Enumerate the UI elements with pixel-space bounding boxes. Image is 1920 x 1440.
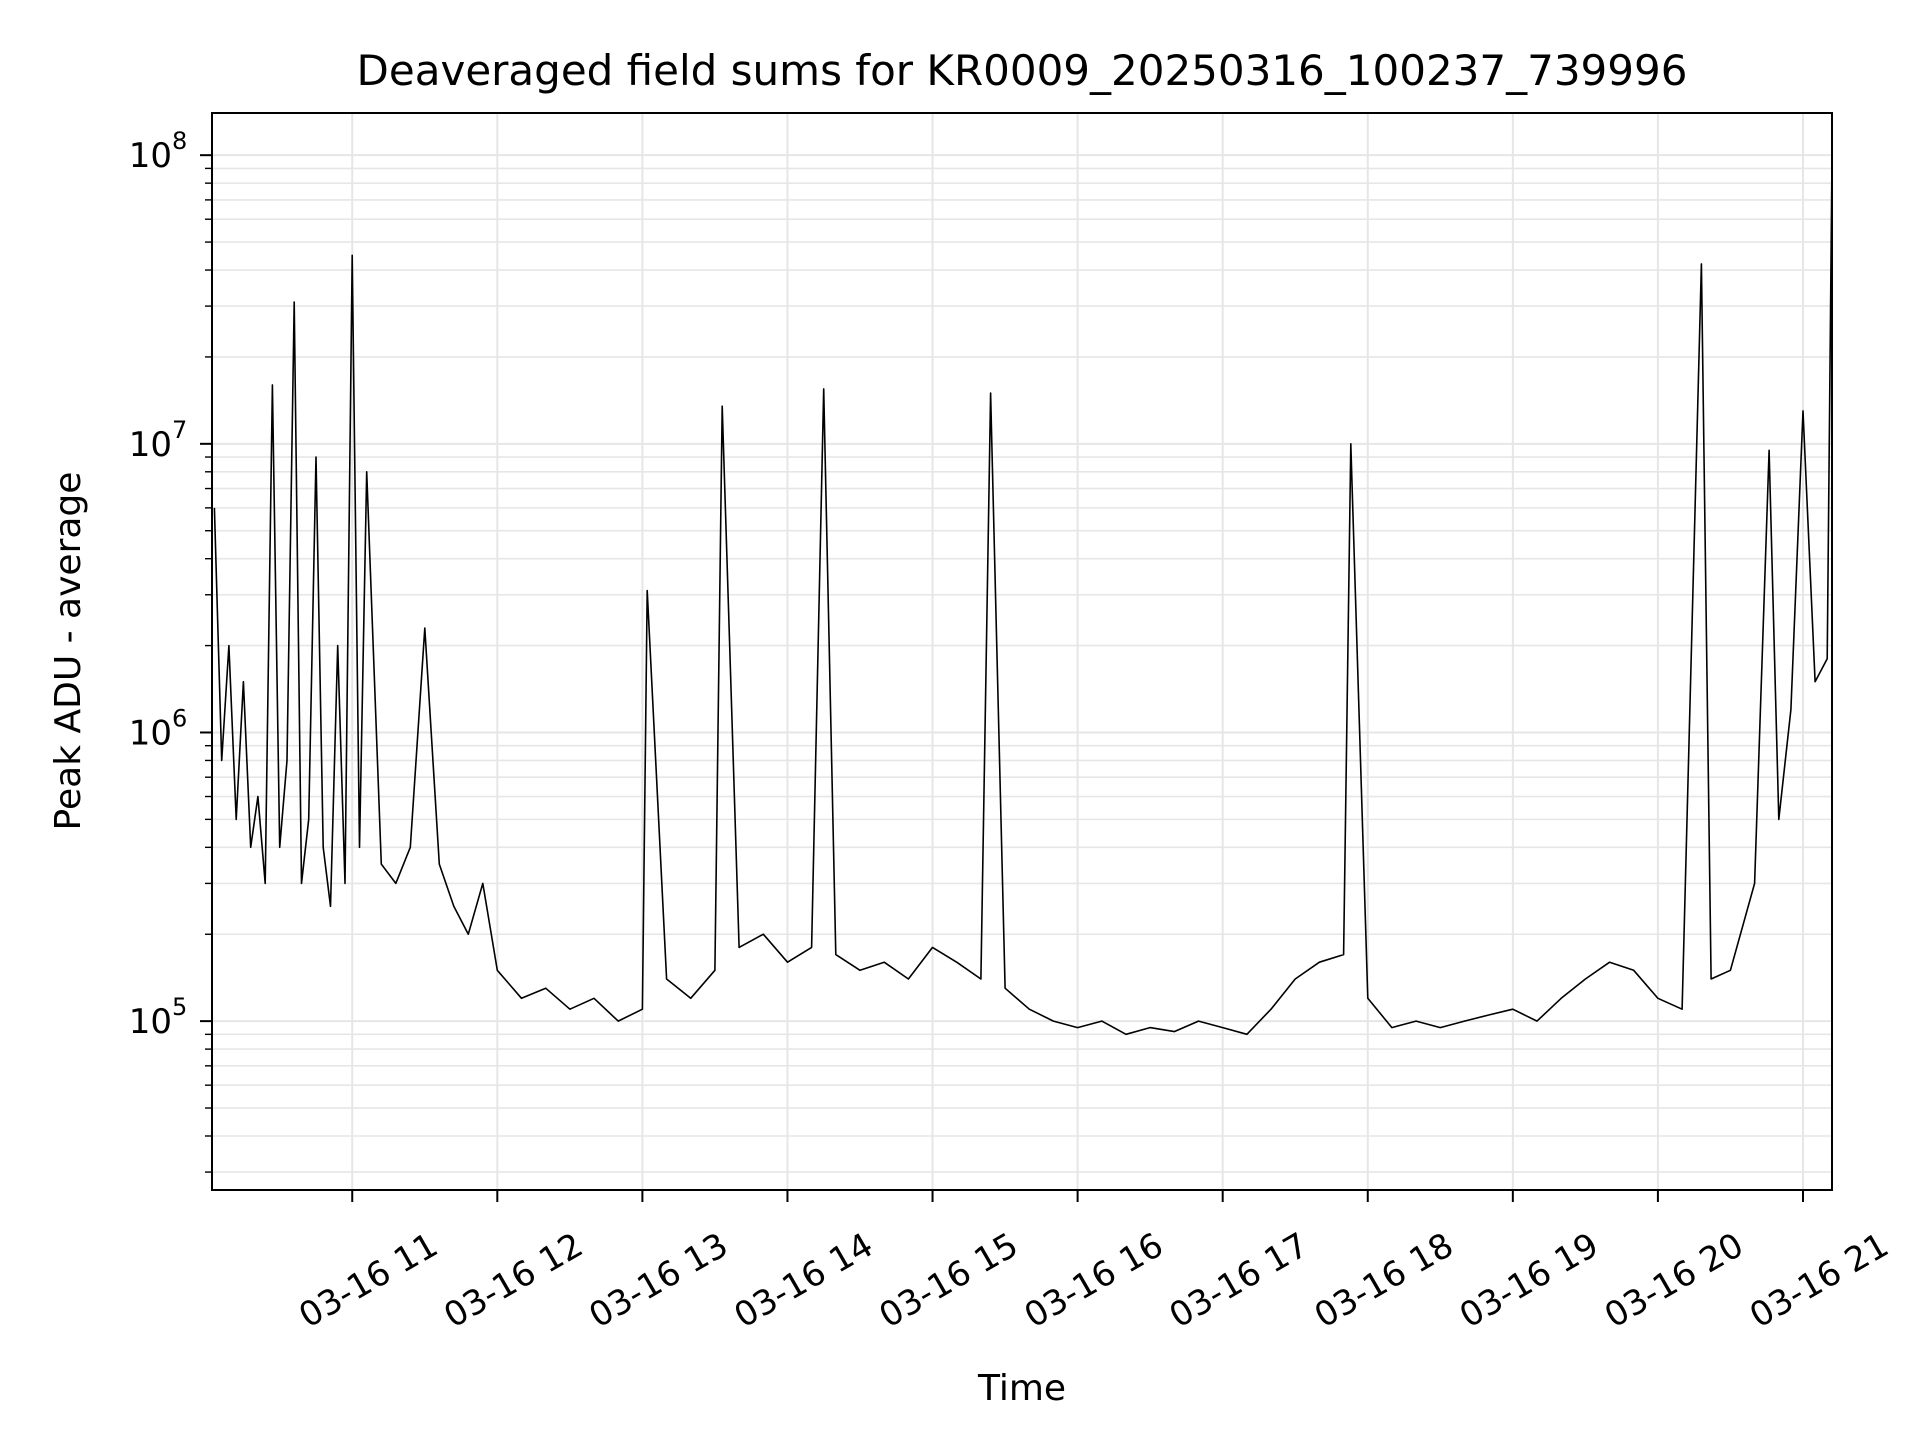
x-tick-label: 03-16 14 bbox=[728, 1225, 880, 1336]
x-tick-label: 03-16 11 bbox=[292, 1225, 444, 1336]
y-tick-exponent: 5 bbox=[172, 993, 187, 1021]
x-tick-label: 03-16 20 bbox=[1598, 1225, 1750, 1336]
x-tick-label: 03-16 21 bbox=[1743, 1225, 1895, 1336]
y-tick-exponent: 7 bbox=[172, 416, 187, 444]
plot-frame bbox=[211, 112, 1833, 1191]
x-axis-label: Time bbox=[977, 1368, 1066, 1409]
data-series bbox=[213, 157, 1833, 1036]
y-axis-label: Peak ADU - average bbox=[48, 472, 89, 831]
grid bbox=[212, 113, 1832, 1190]
y-tick-exponent: 6 bbox=[172, 704, 187, 732]
y-tick-label: 10 bbox=[129, 1002, 172, 1042]
x-tick-label: 03-16 19 bbox=[1453, 1225, 1605, 1336]
x-tick-label: 03-16 18 bbox=[1308, 1225, 1460, 1336]
x-tick-label: 03-16 16 bbox=[1018, 1225, 1170, 1336]
x-tick-label: 03-16 15 bbox=[873, 1225, 1025, 1336]
x-tick-label: 03-16 13 bbox=[582, 1225, 734, 1336]
x-tick-label: 03-16 12 bbox=[437, 1225, 589, 1336]
y-tick-label: 10 bbox=[129, 425, 172, 465]
chart-title: Deaveraged field sums for KR0009_2025031… bbox=[357, 46, 1688, 95]
x-tick-label: 03-16 17 bbox=[1163, 1225, 1315, 1336]
y-tick-label: 10 bbox=[129, 713, 172, 753]
series-line bbox=[213, 157, 1833, 1036]
y-tick-label: 10 bbox=[129, 136, 172, 176]
y-tick-exponent: 8 bbox=[172, 127, 187, 155]
